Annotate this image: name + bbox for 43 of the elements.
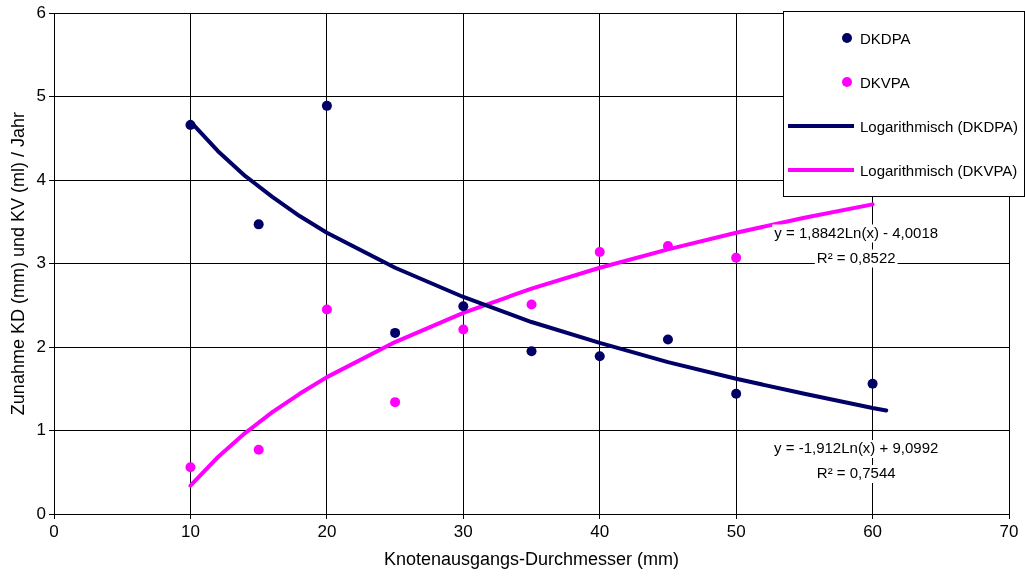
annotation: R² = 0,7544: [816, 464, 896, 482]
point: [185, 462, 196, 473]
point: [458, 324, 469, 335]
y-tick-label: 0: [36, 503, 47, 523]
y-tick-label: 3: [36, 253, 47, 273]
x-tick-label: 10: [181, 521, 200, 541]
point: [526, 299, 537, 310]
x-tick-label: 60: [863, 521, 883, 541]
y-tick-label: 5: [36, 86, 47, 106]
legend-label: DKVPA: [860, 73, 911, 91]
point: [594, 351, 605, 362]
y-tick-label: 1: [36, 420, 47, 440]
y-axis-title: Zunahme KD (mm) und KV (ml) / Jahr: [7, 112, 28, 416]
y-tick-label: 2: [36, 336, 47, 356]
legend-label: DKDPA: [860, 29, 912, 47]
x-tick-label: 70: [999, 521, 1019, 541]
point: [867, 378, 878, 389]
point: [731, 388, 742, 399]
point: [253, 219, 264, 230]
y-tick-label: 6: [36, 2, 47, 22]
point: [321, 100, 332, 111]
point: [526, 346, 537, 357]
point: [390, 327, 401, 338]
legend-label: Logarithmisch (DKVPA): [860, 161, 1019, 179]
point: [594, 246, 605, 257]
point: [321, 304, 332, 315]
x-tick-label: 50: [726, 521, 746, 541]
x-tick-label: 20: [317, 521, 337, 541]
annotation: R² = 0,8522: [816, 248, 896, 266]
annotation: y = 1,8842Ln(x) - 4,0018: [774, 223, 939, 241]
annotation: y = -1,912Ln(x) + 9,0992: [774, 439, 939, 457]
x-axis-title: Knotenausgangs-Durchmesser (mm): [383, 549, 680, 570]
x-tick-label: 30: [453, 521, 473, 541]
point: [662, 241, 673, 252]
legend-label: Logarithmisch (DKDPA): [860, 117, 1020, 135]
point: [731, 252, 742, 263]
point: [458, 301, 469, 312]
y-tick-label: 4: [36, 169, 47, 189]
x-tick-label: 40: [590, 521, 610, 541]
point: [185, 120, 196, 131]
point: [662, 334, 673, 345]
point: [253, 444, 264, 455]
point: [390, 397, 401, 408]
